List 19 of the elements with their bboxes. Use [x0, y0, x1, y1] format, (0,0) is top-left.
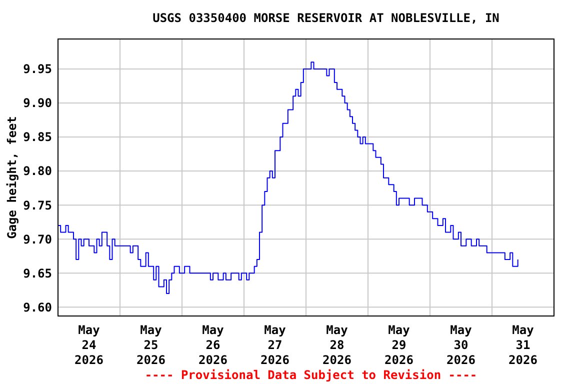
x-tick-label: May 27 2026 — [260, 323, 290, 367]
y-tick-label: 9.90 — [23, 96, 52, 110]
y-tick-label: 9.80 — [23, 164, 52, 178]
y-axis-title: Gage height, feet — [5, 116, 19, 239]
x-tick-label: May 28 2026 — [322, 323, 352, 367]
y-tick-label: 9.70 — [23, 232, 52, 246]
text: ---- Provisional Data Subject to Revision ---- — [144, 368, 478, 382]
x-tick-label: May 30 2026 — [446, 323, 476, 367]
y-tick-label: 9.65 — [23, 266, 52, 280]
y-tick-label: 9.95 — [23, 62, 52, 76]
x-tick-label: May 31 2026 — [508, 323, 538, 367]
y-tick-label: 9.85 — [23, 130, 52, 144]
y-tick-label: 9.60 — [23, 300, 52, 314]
x-tick-label: May 24 2026 — [74, 323, 104, 367]
x-tick-label: May 26 2026 — [198, 323, 228, 367]
x-tick-label: May 25 2026 — [136, 323, 166, 367]
y-tick-label: 9.75 — [23, 198, 52, 212]
x-tick-label: May 29 2026 — [384, 323, 414, 367]
chart-title: USGS 03350400 MORSE RESERVOIR AT NOBLESVILLE, IN — [152, 11, 500, 25]
